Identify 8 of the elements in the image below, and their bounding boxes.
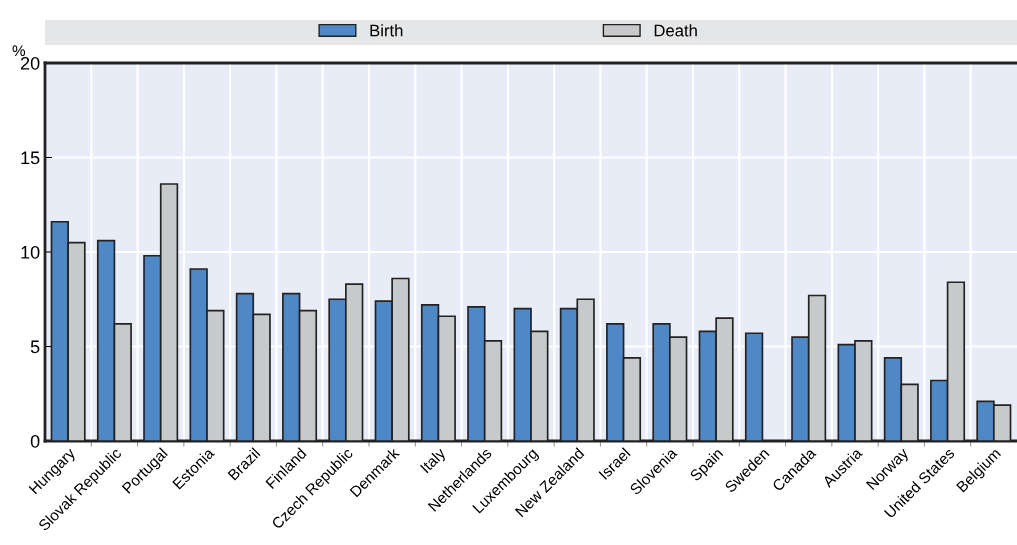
legend-label: Birth bbox=[370, 24, 403, 37]
y-tick-label: 15 bbox=[21, 151, 40, 165]
y-tick-label: 20 bbox=[20, 56, 40, 70]
y-tick-label: 0 bbox=[30, 434, 40, 448]
legend-label: Death bbox=[654, 24, 697, 37]
y-tick-label: 10 bbox=[21, 245, 40, 259]
y-tick-label: 5 bbox=[30, 340, 40, 354]
y-axis-title: % bbox=[12, 45, 26, 57]
